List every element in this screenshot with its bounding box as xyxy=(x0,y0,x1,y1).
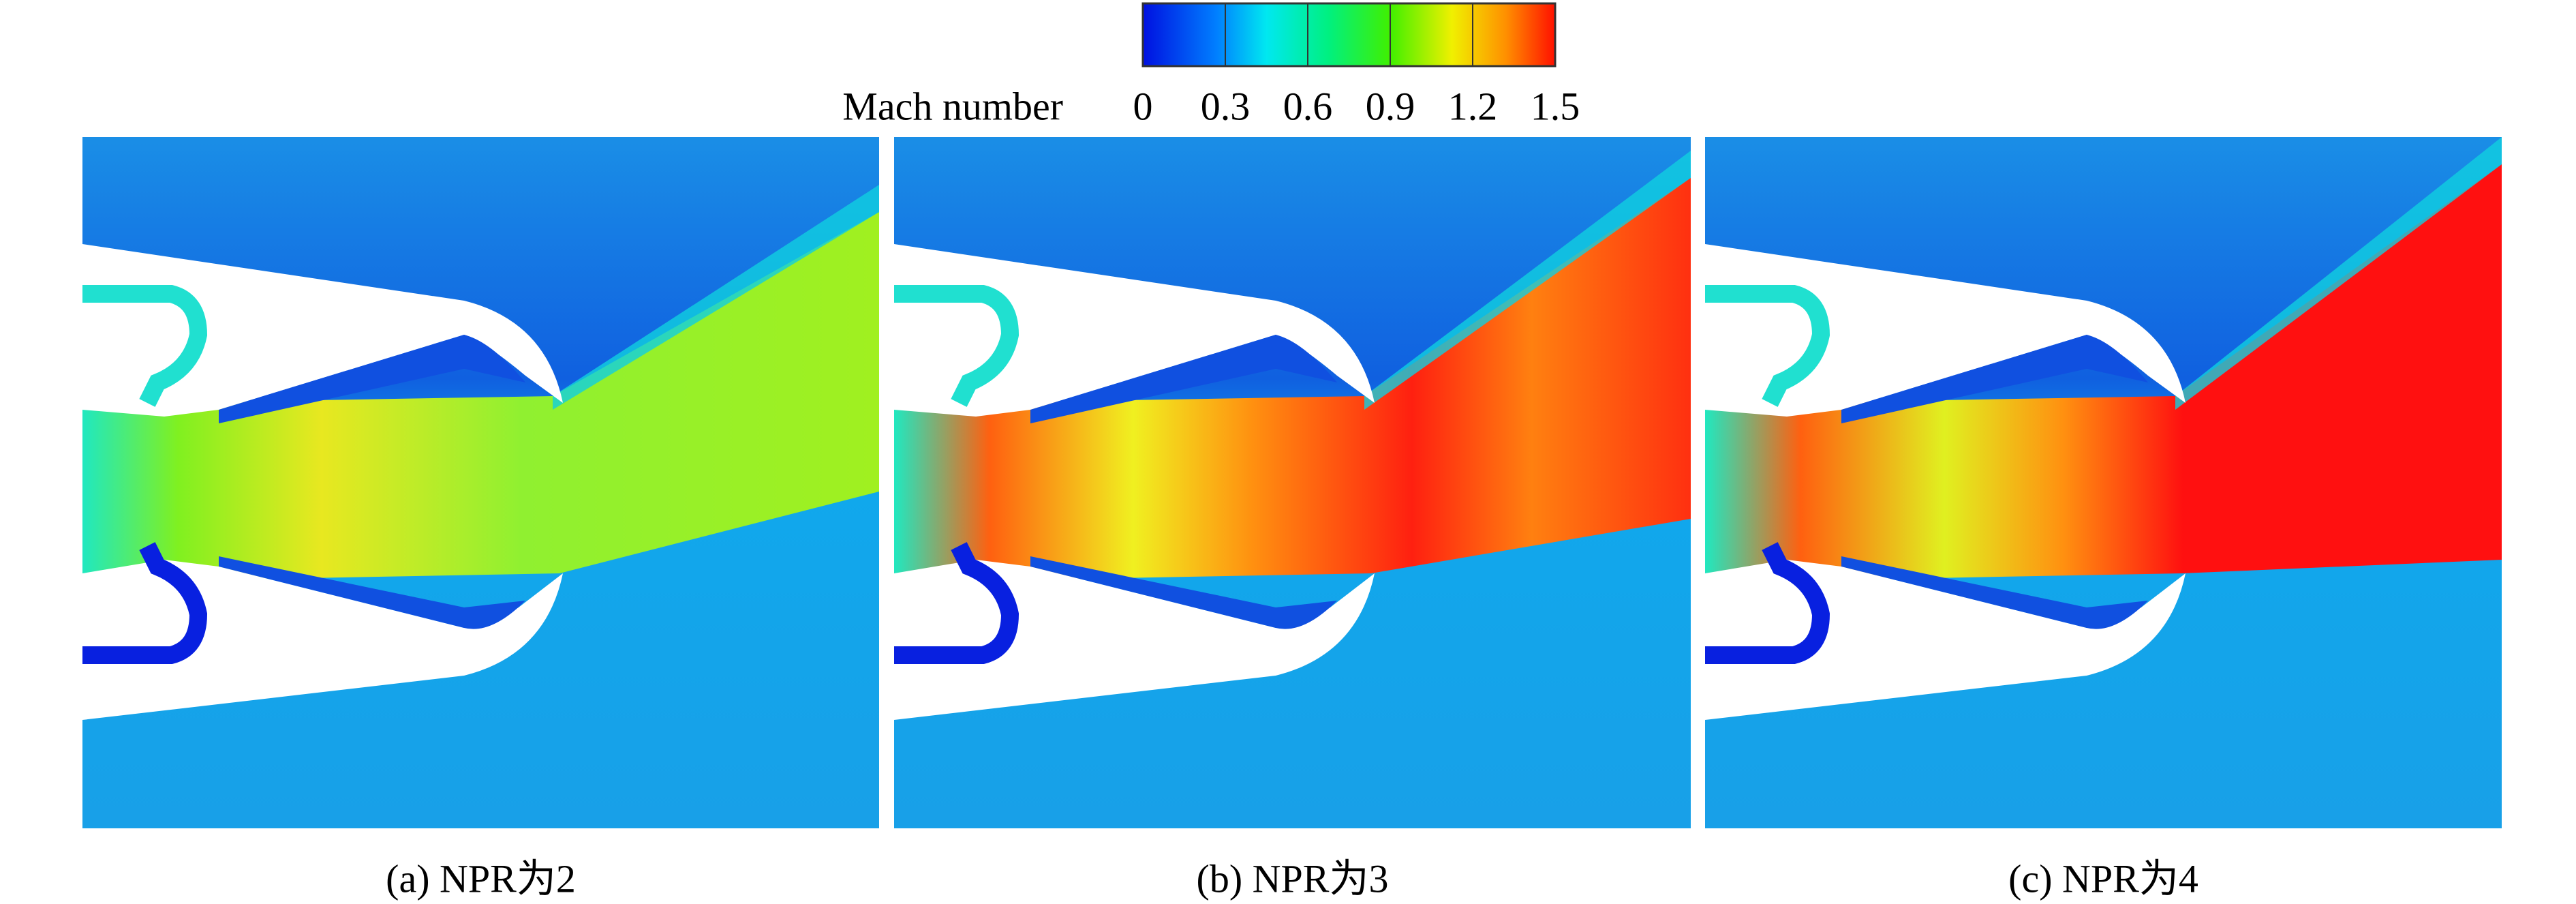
flow-panel: (a) NPR为2 xyxy=(82,137,879,901)
lower-cavity-jet xyxy=(1030,556,1337,629)
lower-hook xyxy=(1705,542,1830,664)
panel-caption: (b) NPR为3 xyxy=(1197,856,1389,901)
lower-hook xyxy=(894,542,1019,664)
colorbar-tick-label: 0.9 xyxy=(1366,84,1415,128)
jet-shear-layer xyxy=(1364,151,1691,410)
upper-cavity-jet xyxy=(1030,335,1337,423)
nozzle-upper xyxy=(1705,244,2186,417)
panel-caption: (a) NPR为2 xyxy=(386,856,576,901)
jet-shear-layer xyxy=(553,185,879,410)
upper-cavity-jet xyxy=(219,335,525,423)
nozzle-upper xyxy=(894,244,1375,417)
flow-panel: (c) NPR为4 xyxy=(1705,137,2502,901)
lower-hook xyxy=(82,542,208,664)
flow-panel: (b) NPR为3 xyxy=(894,137,1691,901)
upper-cavity-jet xyxy=(1841,335,2148,423)
colorbar xyxy=(1141,2,1557,67)
colorbar-tick-label: 1.5 xyxy=(1531,84,1580,128)
colorbar-tick-label: 0 xyxy=(1133,84,1153,128)
jet xyxy=(82,212,879,580)
jet xyxy=(1705,164,2502,580)
jet xyxy=(894,178,1691,580)
colorbar-label: Mach number xyxy=(842,84,1063,128)
jet-shear-layer xyxy=(2175,137,2502,410)
panel-caption: (c) NPR为4 xyxy=(2008,856,2198,901)
upper-hook xyxy=(1705,285,1830,407)
colorbar-tick-label: 0.6 xyxy=(1283,84,1333,128)
panels: (a) NPR为2 (b) NPR为3 (c) NPR为4 xyxy=(82,137,2502,901)
colorbar-tick-label: 0.3 xyxy=(1201,84,1251,128)
nozzle-upper xyxy=(82,244,563,417)
lower-cavity-jet xyxy=(1841,556,2148,629)
lower-cavity-jet xyxy=(219,556,525,629)
colorbar-tick-label: 1.2 xyxy=(1448,84,1498,128)
upper-hook xyxy=(82,285,208,407)
upper-hook xyxy=(894,285,1019,407)
